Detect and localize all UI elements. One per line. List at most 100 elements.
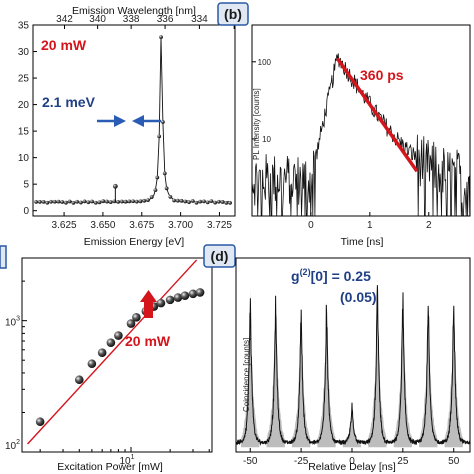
spectrum-point	[56, 199, 61, 204]
panel-a-top-axis-label: Emission Wavelength [nm]	[72, 5, 196, 17]
panel-a-y-tick-label: 20	[18, 100, 30, 111]
power-data-point	[35, 417, 45, 427]
power-data-point	[74, 375, 84, 385]
spectrum-point	[138, 199, 143, 204]
panel-b-x-tick-label: 2	[426, 220, 432, 231]
panel-a-top-tick-label: 338	[123, 14, 140, 25]
spectrum-point	[194, 200, 199, 205]
panel-b-y-tick-label: 100	[258, 58, 272, 67]
panel-a: 3.625 3.650 3.675 3.700 3.725 0 5 10 15 20 25 30 35 3…	[18, 5, 243, 248]
panel-b-decay-trace	[252, 53, 470, 216]
panel-a-top-tick-label: 334	[191, 14, 208, 25]
spectrum-point	[86, 200, 91, 205]
spectrum-point	[149, 195, 154, 199]
panel-b-badge-label: (b)	[224, 6, 242, 22]
decay-fit-line	[336, 57, 419, 173]
power-data-point	[173, 293, 183, 302]
panel-d-g2-error: (0.05)	[340, 289, 377, 305]
linewidth-arrows	[97, 115, 161, 127]
panel-b-x-tick-label: 1	[367, 220, 373, 231]
panel-a-x-axis-label: Emission Energy [eV]	[84, 236, 184, 248]
spectrum-point	[52, 199, 57, 204]
coincidence-peak-fill	[291, 322, 311, 448]
spectrum-point	[216, 199, 221, 204]
coincidence-peak-fill	[317, 302, 336, 448]
panel-a-linewidth-label: 2.1 meV	[42, 94, 96, 110]
panel-d-axes: -50 -25 0 25 50	[243, 448, 460, 467]
spectrum-point	[205, 200, 210, 205]
panel-b: (b) 0 1 2 10 100 Time [ns] PL Intensity [cou…	[217, 2, 471, 248]
panel-c-frame	[21, 257, 213, 453]
spectrum-point	[67, 199, 72, 204]
spectrum-point	[116, 199, 121, 204]
spectrum-point	[75, 199, 80, 204]
panel-a-y-tick-label: 5	[23, 180, 29, 191]
spectrum-point	[49, 199, 53, 204]
panel-a-y-tick-label: 30	[18, 47, 30, 58]
power-data-point	[87, 359, 97, 369]
power-data-point	[126, 319, 136, 328]
panel-d: (d) -50 -25 0 25 50 Relative Delay [ns] Coin…	[203, 244, 471, 473]
spectrum-point	[90, 199, 94, 204]
panel-a-top-tick-label: 336	[157, 14, 174, 25]
panel-a-y-tick-label: 0	[23, 206, 29, 217]
coincidence-peak-fill	[444, 309, 463, 448]
spectrum-point	[202, 199, 206, 204]
panel-a-y-tick-label: 35	[18, 21, 30, 32]
spectrum-point	[220, 200, 225, 204]
panel-c-arrow	[140, 290, 157, 318]
spectrum-point	[213, 200, 218, 205]
panel-a-x-tick-label: 3.625	[52, 220, 77, 231]
spectrum-point	[183, 199, 188, 204]
spectrum-point	[105, 199, 109, 204]
panel-a-top-tick-label: 340	[89, 14, 106, 25]
panel-a-y-tick-label: 25	[18, 74, 30, 85]
spectrum-point	[153, 188, 158, 193]
power-data-point	[188, 289, 198, 299]
panel-a-frame	[32, 24, 236, 217]
spectrum-point	[131, 199, 135, 204]
spectrum-point	[209, 199, 214, 204]
panel-c-badge-edge	[0, 245, 7, 269]
spectrum-point	[134, 199, 139, 204]
panel-a-x-tick-label: 3.650	[90, 220, 115, 231]
panel-d-x-tick-label: 25	[397, 456, 409, 467]
spectrum-point	[37, 200, 42, 204]
panel-b-axes: 0 1 2 10 100	[252, 58, 432, 231]
spectrum-point	[97, 200, 102, 205]
panel-b-decay-label: 360 ps	[360, 67, 404, 83]
panel-a-axes: 3.625 3.650 3.675 3.700 3.725 0 5 10 15 20 25 30 35 3…	[18, 14, 243, 231]
spectrum-point	[71, 200, 76, 205]
panel-d-x-tick-label: -50	[243, 456, 258, 467]
panel-a-spectrum	[34, 35, 232, 205]
coincidence-peak-fill	[393, 300, 413, 448]
spectrum-point	[162, 171, 167, 176]
coincidence-peak-fill	[368, 283, 387, 448]
spectrum-line	[35, 37, 232, 204]
panel-d-frame	[235, 257, 471, 453]
spectrum-point	[119, 199, 124, 204]
spectrum-point	[41, 199, 46, 204]
panel-c-axes: 101 102 103	[5, 257, 210, 467]
power-data-point	[180, 291, 190, 300]
linear-fit-line	[27, 259, 198, 445]
spectrum-point	[228, 200, 232, 205]
power-data-point	[97, 348, 107, 358]
panel-d-y-axis-label: Coincidence [counts]	[242, 338, 251, 412]
panel-a-power-label: 20 mW	[41, 37, 87, 53]
spectrum-point	[155, 175, 160, 180]
spectrum-point	[157, 134, 162, 139]
panel-a-y-tick-label: 10	[18, 153, 30, 164]
power-data-point	[195, 288, 205, 297]
spectrum-spike-point	[112, 183, 118, 189]
spectrum-point	[168, 194, 173, 199]
coincidence-peak-fill	[266, 312, 285, 448]
spectrum-point	[172, 198, 176, 203]
panel-d-x-axis-label: Relative Delay [ns]	[308, 461, 396, 473]
panel-a-x-tick-label: 3.725	[207, 220, 232, 231]
panel-c-y-tick-label: 102	[5, 439, 20, 452]
power-data-point	[106, 338, 116, 347]
spectrum-point	[190, 199, 195, 203]
power-data-point	[165, 295, 175, 305]
